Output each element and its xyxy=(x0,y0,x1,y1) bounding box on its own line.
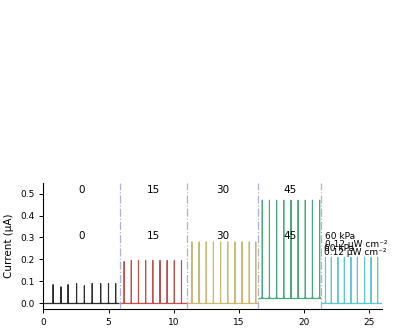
Text: 15: 15 xyxy=(147,231,160,241)
Text: 30: 30 xyxy=(216,185,229,195)
Text: 60 kPa: 60 kPa xyxy=(325,232,355,241)
Text: 15: 15 xyxy=(147,185,160,195)
Text: 45: 45 xyxy=(283,231,296,241)
Text: 0: 0 xyxy=(78,231,84,241)
Text: 45: 45 xyxy=(283,185,296,195)
Text: 60 kPa: 60 kPa xyxy=(323,244,354,253)
Text: 0.12 μW cm⁻²: 0.12 μW cm⁻² xyxy=(325,240,387,249)
Text: 0: 0 xyxy=(78,185,84,195)
Text: 0.12 μW cm⁻²: 0.12 μW cm⁻² xyxy=(323,248,386,257)
Text: 30: 30 xyxy=(216,231,229,241)
Y-axis label: Current (μA): Current (μA) xyxy=(4,213,15,278)
